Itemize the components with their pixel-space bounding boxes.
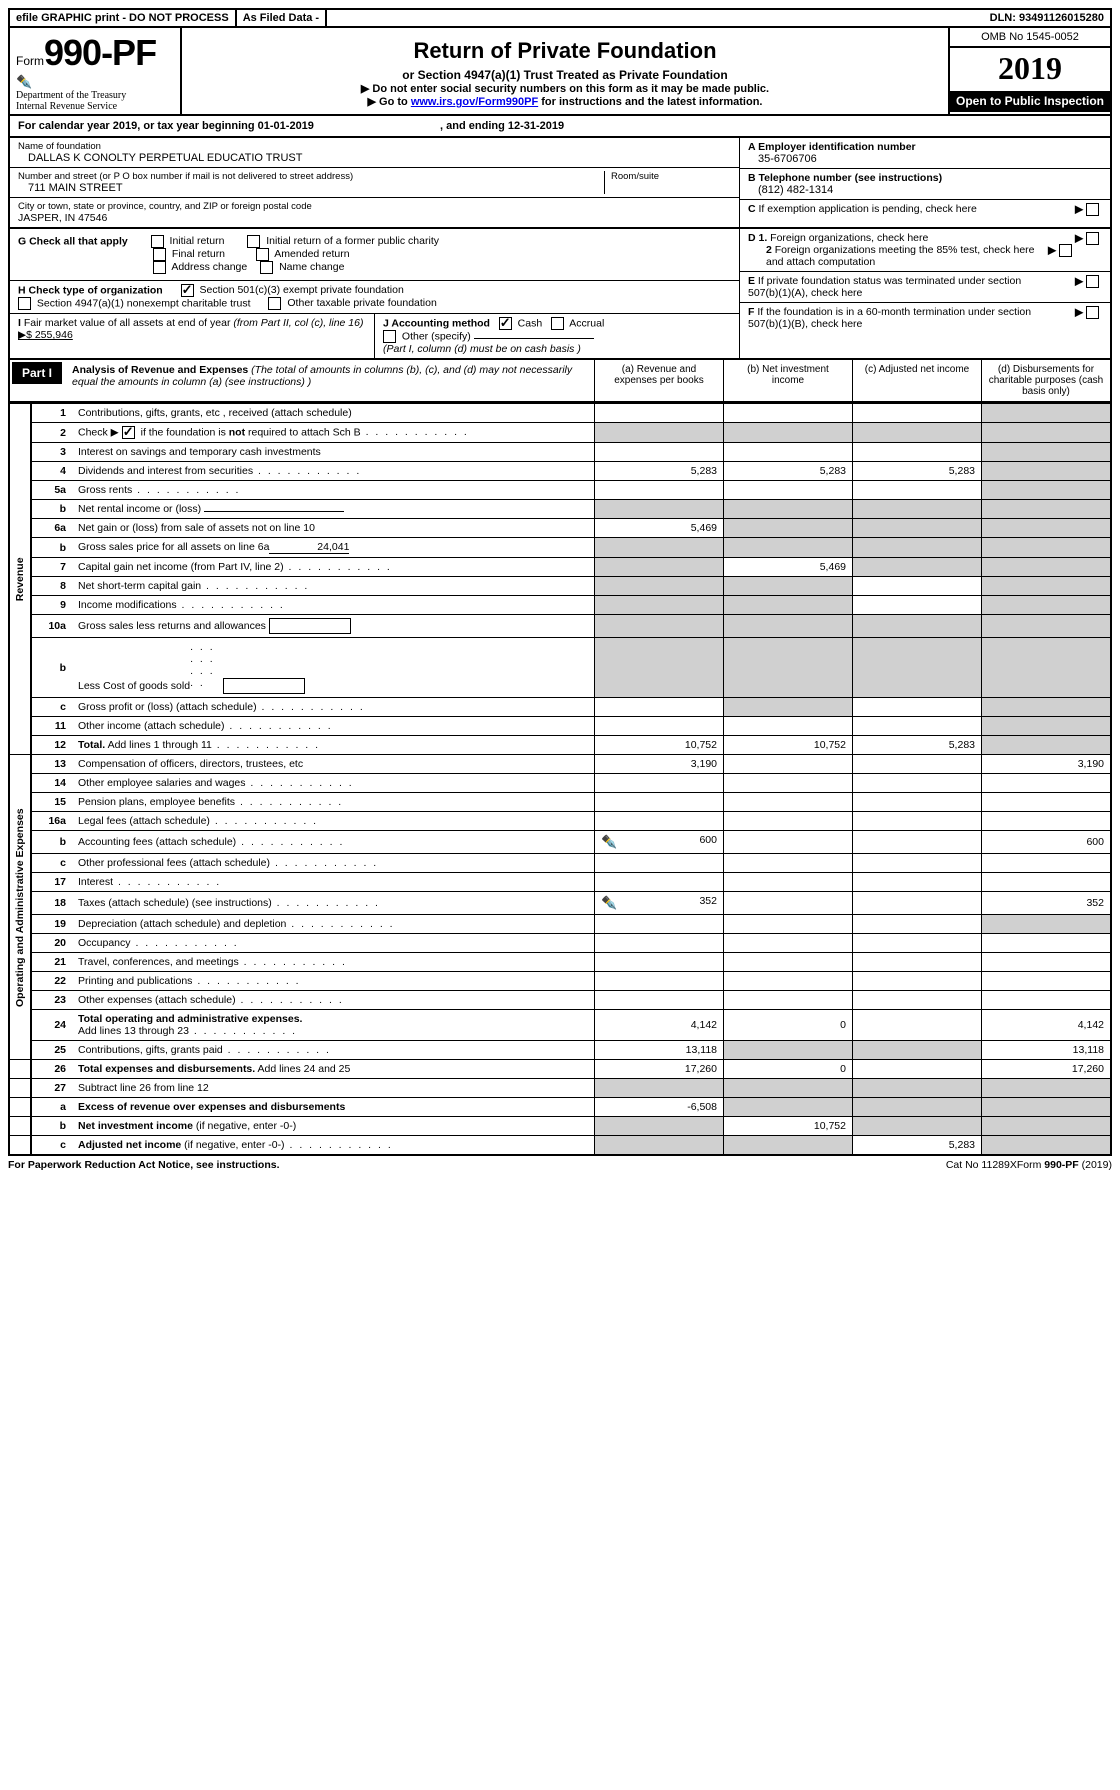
part1-header: Part I Analysis of Revenue and Expenses … xyxy=(8,360,1112,403)
j-note: (Part I, column (d) must be on cash basi… xyxy=(383,343,581,355)
entity-info: Name of foundation DALLAS K CONOLTY PERP… xyxy=(8,138,1112,229)
name-label: Name of foundation xyxy=(18,141,731,152)
dept-irs: Internal Revenue Service xyxy=(16,101,174,112)
cal-text-2: , and ending 12-31-2019 xyxy=(440,120,564,132)
calendar-year-row: For calendar year 2019, or tax year begi… xyxy=(8,116,1112,138)
e-label: E If private foundation status was termi… xyxy=(748,275,1048,299)
form-word: Form xyxy=(16,54,44,68)
form-title: Return of Private Foundation xyxy=(190,38,940,64)
irs-link[interactable]: www.irs.gov/Form990PF xyxy=(411,96,538,108)
checkbox-f[interactable] xyxy=(1086,306,1099,319)
revenue-side-label: Revenue xyxy=(9,404,31,755)
right-header-cell: OMB No 1545-0052 2019 Open to Public Ins… xyxy=(950,28,1110,114)
h-label: H Check type of organization xyxy=(18,284,163,296)
telephone: (812) 482-1314 xyxy=(748,184,1102,196)
city-state-zip: JASPER, IN 47546 xyxy=(18,212,731,224)
addr-label: Number and street (or P O box number if … xyxy=(18,171,604,182)
col-a-header: (a) Revenue and expenses per books xyxy=(594,360,723,401)
efile-icon: ✒️ xyxy=(601,895,617,911)
street-address: 711 MAIN STREET xyxy=(18,182,604,194)
fmv-value: ▶$ 255,946 xyxy=(18,329,73,341)
checkbox-name[interactable] xyxy=(260,261,273,274)
checkbox-initial-former[interactable] xyxy=(247,235,260,248)
room-label: Room/suite xyxy=(611,171,731,182)
cat-no: Cat No 11289X xyxy=(946,1159,1017,1171)
form-header: Form990-PF ✒️ Department of the Treasury… xyxy=(8,28,1112,116)
col-c-header: (c) Adjusted net income xyxy=(852,360,981,401)
checkbox-c[interactable] xyxy=(1086,203,1099,216)
open-inspection: Open to Public Inspection xyxy=(950,91,1110,112)
dln: DLN: 93491126015280 xyxy=(984,10,1110,26)
checkbox-other-method[interactable] xyxy=(383,330,396,343)
checkbox-4947[interactable] xyxy=(18,297,31,310)
checkbox-sch-b[interactable] xyxy=(122,426,135,439)
part1-label: Part I xyxy=(12,362,62,384)
checkbox-501c3[interactable] xyxy=(181,284,194,297)
tax-year: 2019 xyxy=(950,48,1110,91)
efile-notice: efile GRAPHIC print - DO NOT PROCESS xyxy=(10,10,237,26)
checkbox-accrual[interactable] xyxy=(551,317,564,330)
expenses-side-label: Operating and Administrative Expenses xyxy=(9,755,31,1060)
checkbox-d2[interactable] xyxy=(1059,244,1072,257)
checkbox-address[interactable] xyxy=(153,261,166,274)
city-label: City or town, state or province, country… xyxy=(18,201,731,212)
checkbox-e[interactable] xyxy=(1086,275,1099,288)
col-b-header: (b) Net investment income xyxy=(723,360,852,401)
checkbox-final[interactable] xyxy=(153,248,166,261)
omb-number: OMB No 1545-0052 xyxy=(950,28,1110,48)
efile-icon: ✒️ xyxy=(16,74,174,90)
efile-icon: ✒️ xyxy=(601,834,617,850)
footer: For Paperwork Reduction Act Notice, see … xyxy=(8,1156,1112,1174)
checkbox-cash[interactable] xyxy=(499,317,512,330)
form-number-cell: Form990-PF ✒️ Department of the Treasury… xyxy=(10,28,182,114)
foundation-name: DALLAS K CONOLTY PERPETUAL EDUCATIO TRUS… xyxy=(18,152,731,164)
cal-text-1: For calendar year 2019, or tax year begi… xyxy=(18,120,314,132)
d1-label: D 1. Foreign organizations, check here xyxy=(748,232,928,244)
paperwork-notice: For Paperwork Reduction Act Notice, see … xyxy=(8,1159,946,1171)
exempt-label: C If exemption application is pending, c… xyxy=(748,203,977,215)
tel-label: B Telephone number (see instructions) xyxy=(748,172,942,184)
col-d-header: (d) Disbursements for charitable purpose… xyxy=(981,360,1110,401)
d2-label: 2 Foreign organizations meeting the 85% … xyxy=(748,244,1046,268)
instruction-1: ▶ Do not enter social security numbers o… xyxy=(361,83,769,95)
form-number: 990-PF xyxy=(44,32,156,73)
checkbox-other-taxable[interactable] xyxy=(268,297,281,310)
title-cell: Return of Private Foundation or Section … xyxy=(182,28,950,114)
form-ref: Form 990-PF (2019) xyxy=(1017,1159,1112,1171)
j-label: J Accounting method xyxy=(383,317,490,329)
instruction-2a: ▶ Go to xyxy=(368,96,411,108)
f-label: F If the foundation is in a 60-month ter… xyxy=(748,306,1048,330)
ein: 35-6706706 xyxy=(748,153,1102,165)
checkbox-amended[interactable] xyxy=(256,248,269,261)
form-subtitle: or Section 4947(a)(1) Trust Treated as P… xyxy=(190,68,940,82)
g-label: G Check all that apply xyxy=(18,235,128,247)
top-bar: efile GRAPHIC print - DO NOT PROCESS As … xyxy=(8,8,1112,28)
checks-section: G Check all that apply Initial return In… xyxy=(8,229,1112,360)
instruction-2b: for instructions and the latest informat… xyxy=(538,96,762,108)
dept-treasury: Department of the Treasury xyxy=(16,90,174,101)
checkbox-initial[interactable] xyxy=(151,235,164,248)
part1-title: Analysis of Revenue and Expenses xyxy=(72,364,248,376)
part1-table: Revenue 1Contributions, gifts, grants, e… xyxy=(8,403,1112,1156)
ein-label: A Employer identification number xyxy=(748,141,916,153)
checkbox-d1[interactable] xyxy=(1086,232,1099,245)
as-filed: As Filed Data - xyxy=(237,10,327,26)
